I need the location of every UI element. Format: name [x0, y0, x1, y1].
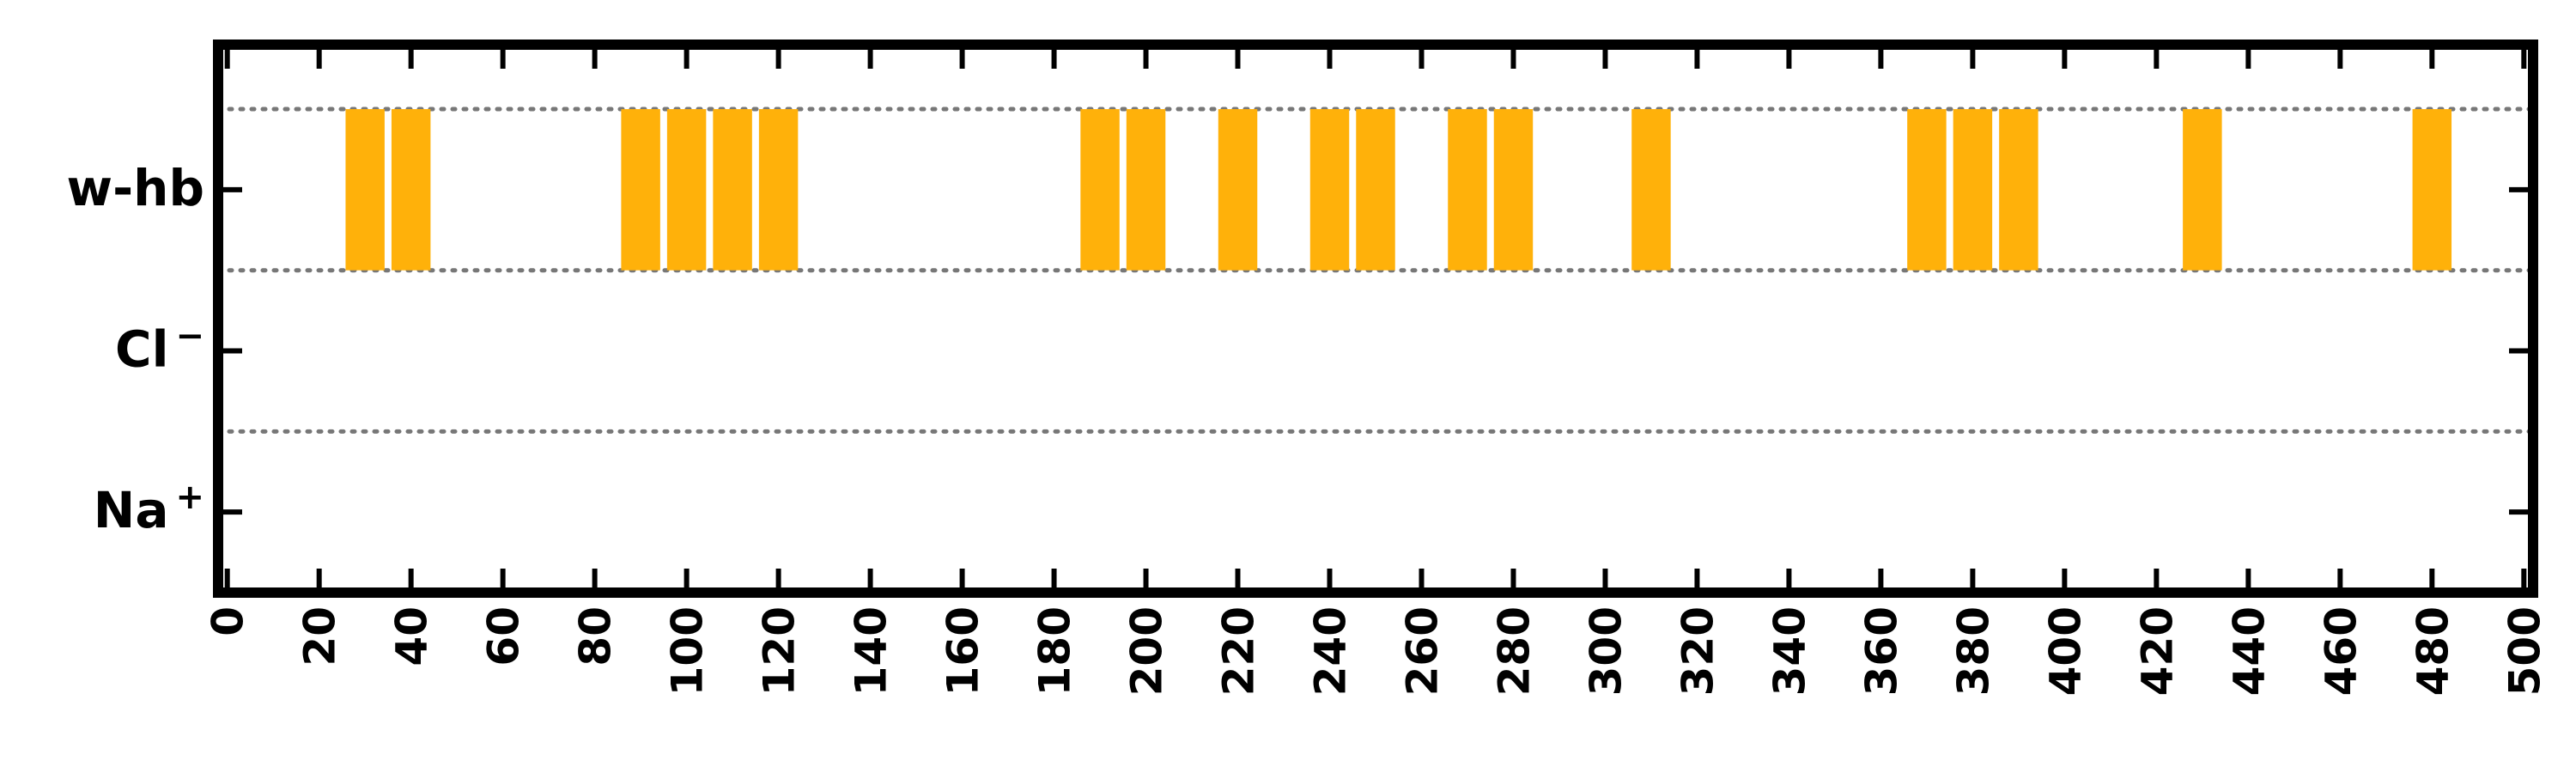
event-bar — [1631, 109, 1671, 271]
event-bar — [1309, 109, 1350, 271]
x-tick-label: 200 — [1122, 606, 1172, 696]
x-axis-ticks: 0 20 40 60 80 100 120 140 160 180 200 220 240 260 280 3… — [204, 45, 2549, 696]
x-tick-label: 0 — [204, 606, 253, 636]
event-bar — [1907, 109, 1947, 271]
event-bars — [345, 109, 2452, 271]
event-bar — [758, 109, 799, 271]
event-bar — [713, 109, 752, 271]
x-tick-label: 440 — [2224, 606, 2274, 696]
x-tick-label: 140 — [847, 606, 896, 696]
x-tick-label: 420 — [2132, 606, 2182, 696]
x-tick-label: 500 — [2500, 606, 2549, 696]
event-bar — [666, 109, 707, 271]
y-tick-label: w-hb — [67, 159, 204, 217]
x-tick-label: 280 — [1489, 606, 1539, 696]
x-tick-label: 60 — [479, 606, 529, 666]
event-bar — [2183, 109, 2222, 271]
x-tick-label: 400 — [2040, 606, 2090, 696]
x-tick-label: 220 — [1214, 606, 1264, 696]
x-tick-label: 20 — [295, 606, 345, 666]
event-bar — [1356, 109, 1395, 271]
x-tick-label: 380 — [1948, 606, 1998, 696]
x-tick-label: 340 — [1765, 606, 1814, 696]
event-bar — [1953, 109, 1993, 271]
x-tick-label: 480 — [2408, 606, 2458, 696]
event-bar — [1126, 109, 1166, 271]
x-tick-label: 360 — [1856, 606, 1906, 696]
event-bar — [391, 109, 431, 271]
x-tick-label: 300 — [1581, 606, 1631, 696]
event-bar — [621, 109, 660, 271]
y-tick-label: Cl − — [115, 317, 204, 379]
event-bar — [345, 109, 385, 271]
x-tick-label: 120 — [755, 606, 805, 696]
x-tick-label: 260 — [1397, 606, 1447, 696]
x-tick-label: 40 — [387, 606, 437, 666]
x-tick-label: 100 — [663, 606, 713, 696]
event-bar — [1080, 109, 1120, 271]
x-tick-label: 320 — [1673, 606, 1722, 696]
event-bar — [1448, 109, 1487, 271]
event-bar — [2412, 109, 2452, 271]
x-tick-label: 160 — [939, 606, 988, 696]
x-tick-label: 180 — [1030, 606, 1080, 696]
x-tick-label: 460 — [2316, 606, 2366, 696]
y-tick-label: Na + — [94, 478, 204, 539]
x-tick-label: 80 — [571, 606, 621, 666]
event-bar — [1999, 109, 2038, 271]
event-bar — [1218, 109, 1258, 271]
x-tick-label: 240 — [1306, 606, 1356, 696]
y-axis-ticks: Na + Cl − w-hb — [67, 159, 2533, 539]
category-separators — [216, 107, 2536, 434]
plot-frame — [213, 40, 2538, 598]
event-bar — [1493, 109, 1534, 271]
